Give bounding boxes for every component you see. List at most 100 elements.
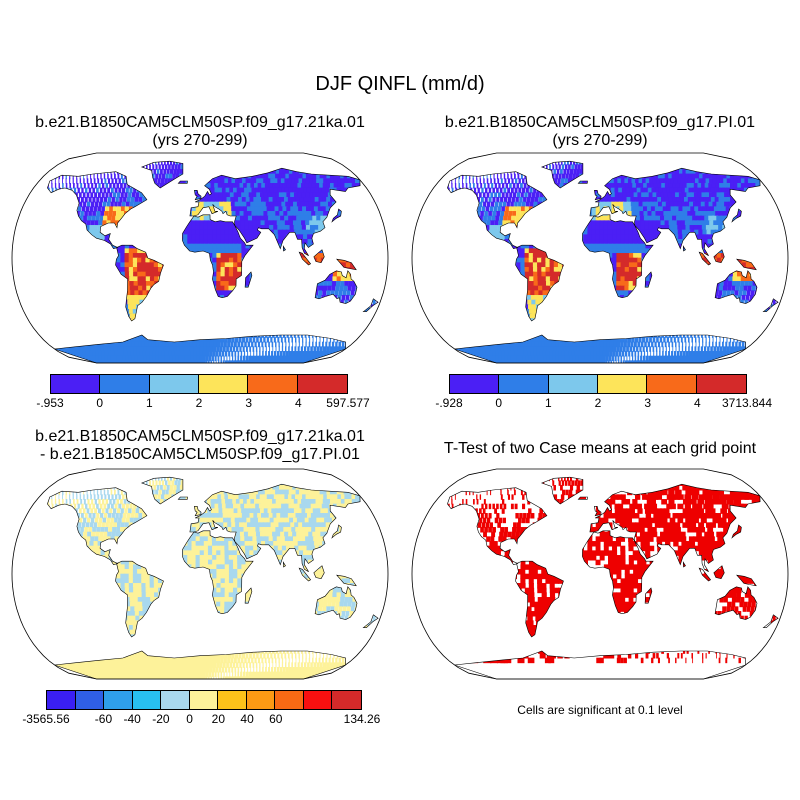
grid-cell (310, 187, 318, 194)
grid-cell (237, 341, 241, 348)
grid-cell (327, 281, 333, 287)
grid-cell (338, 346, 343, 352)
grid-cell (336, 281, 341, 287)
grid-cell (114, 173, 116, 180)
grid-cell (306, 229, 313, 236)
grid-cell (315, 351, 321, 357)
grid-cell (220, 281, 226, 287)
grid-cell (658, 187, 665, 194)
grid-cell (85, 187, 88, 194)
grid-cell (320, 215, 327, 222)
grid-cell (270, 178, 277, 184)
grid-cell (207, 234, 213, 240)
grid-cell (302, 337, 304, 343)
grid-cell (81, 206, 86, 212)
grid-cell (101, 192, 105, 198)
grid-cell (344, 299, 348, 306)
grid-cell (324, 351, 331, 357)
grid-cell (107, 215, 112, 222)
grid-cell (135, 192, 140, 198)
grid-cell (693, 192, 701, 198)
grid-cell (212, 229, 218, 236)
grid-cell (244, 341, 247, 348)
grid-cell (233, 262, 239, 268)
grid-cell (211, 197, 217, 203)
grid-cell (687, 197, 694, 203)
grid-cell (231, 178, 237, 184)
grid-cell (682, 183, 690, 189)
grid-cell (124, 206, 129, 212)
grid-cell (238, 197, 244, 203)
grid-cell (254, 206, 261, 212)
grid-cell (312, 337, 314, 343)
grid-cell (208, 243, 214, 250)
grid-cell (244, 187, 250, 194)
grid-cell (192, 341, 198, 348)
grid-cell (145, 267, 151, 273)
grid-cell (243, 211, 249, 217)
grid-cell (311, 211, 318, 217)
grid-cell (261, 173, 268, 180)
grid-cell (218, 360, 220, 363)
grid-cell (288, 220, 295, 226)
grid-cell (240, 225, 246, 231)
grid-cell (337, 257, 343, 264)
grid-cell (247, 351, 249, 357)
grid-cell (667, 192, 674, 198)
grid-cell (166, 346, 173, 352)
grid-cell (229, 192, 235, 198)
grid-cell (279, 351, 283, 357)
grid-cell (107, 197, 112, 203)
grid-cell (249, 346, 252, 352)
grid-cell (269, 225, 275, 231)
grid-cell (231, 211, 237, 217)
grid-cell (138, 290, 144, 296)
grid-cell (193, 355, 198, 362)
grid-cell (151, 173, 155, 180)
grid-cell (128, 267, 134, 273)
grid-cell (662, 187, 669, 194)
grid-cell (282, 234, 288, 240)
grid-cell (718, 187, 725, 194)
grid-cell (263, 337, 266, 343)
grid-cell (614, 183, 619, 189)
grid-cell (291, 337, 293, 343)
grid-cell (525, 187, 529, 194)
grid-cell (188, 360, 194, 363)
grid-cell (686, 192, 693, 198)
grid-cell (215, 197, 220, 203)
grid-cell (315, 341, 317, 348)
grid-cell (208, 248, 214, 254)
grid-cell (628, 183, 634, 189)
grid-cell (233, 253, 239, 259)
grid-cell (687, 178, 695, 184)
grid-cell (250, 355, 255, 362)
grid-cell (126, 197, 131, 203)
grid-cell (268, 341, 270, 348)
grid-cell (128, 192, 132, 198)
grid-cell (94, 192, 98, 198)
grid-cell (288, 351, 293, 357)
grid-cell (262, 346, 264, 352)
grid-cell (216, 234, 222, 240)
panel-title-line: b.e21.B1850CAM5CLM50SP.f09_g17.PI.01 (444, 114, 756, 131)
grid-cell (54, 183, 57, 189)
grid-cell (302, 234, 309, 240)
grid-cell (237, 355, 240, 362)
grid-cell (451, 187, 454, 194)
panel-title-line: T-Test of two Case means at each grid po… (443, 440, 757, 457)
grid-cell (615, 197, 620, 203)
grid-cell (472, 178, 474, 184)
grid-cell (81, 187, 84, 194)
grid-cell (265, 346, 267, 352)
grid-cell (175, 173, 180, 180)
grid-cell (294, 337, 297, 343)
grid-cell (314, 197, 322, 203)
grid-cell (293, 225, 300, 231)
grid-cell (116, 211, 121, 217)
grid-cell (175, 355, 182, 362)
grid-cell (372, 299, 376, 306)
grid-cell (228, 253, 234, 259)
grid-cell (668, 183, 675, 189)
grid-cell (119, 197, 123, 203)
